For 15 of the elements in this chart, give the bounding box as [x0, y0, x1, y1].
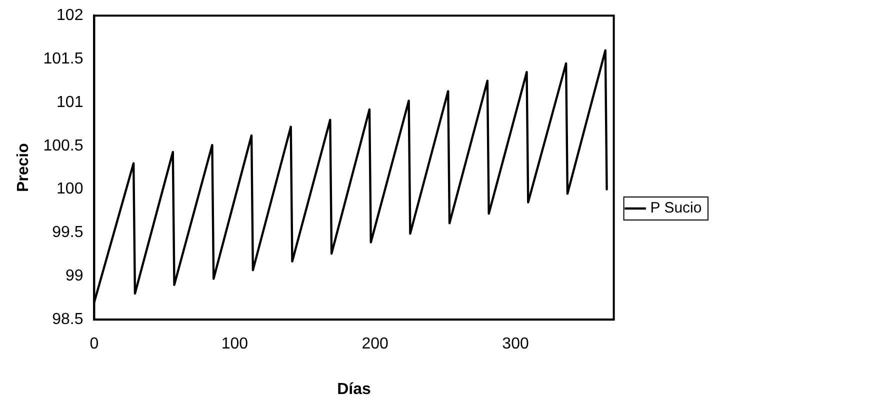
y-tick-label: 102: [56, 7, 84, 24]
x-tick-label: 300: [502, 336, 529, 353]
x-axis-title: Días: [337, 380, 372, 398]
y-axis-title: Precio: [15, 142, 32, 192]
x-tick-label: 100: [221, 336, 248, 353]
y-tick-label: 100.5: [43, 137, 84, 154]
y-tick-label: 101.5: [43, 50, 84, 68]
x-tick-label: 0: [90, 336, 99, 353]
y-tick-label: 98.5: [52, 311, 84, 328]
y-tick-label: 100: [56, 180, 84, 198]
y-tick-label: 101: [56, 94, 84, 111]
legend-label: P Sucio: [650, 200, 702, 217]
x-tick-label: 200: [362, 336, 389, 353]
y-tick-label: 99: [65, 268, 84, 285]
y-tick-label: 99.5: [52, 224, 84, 242]
